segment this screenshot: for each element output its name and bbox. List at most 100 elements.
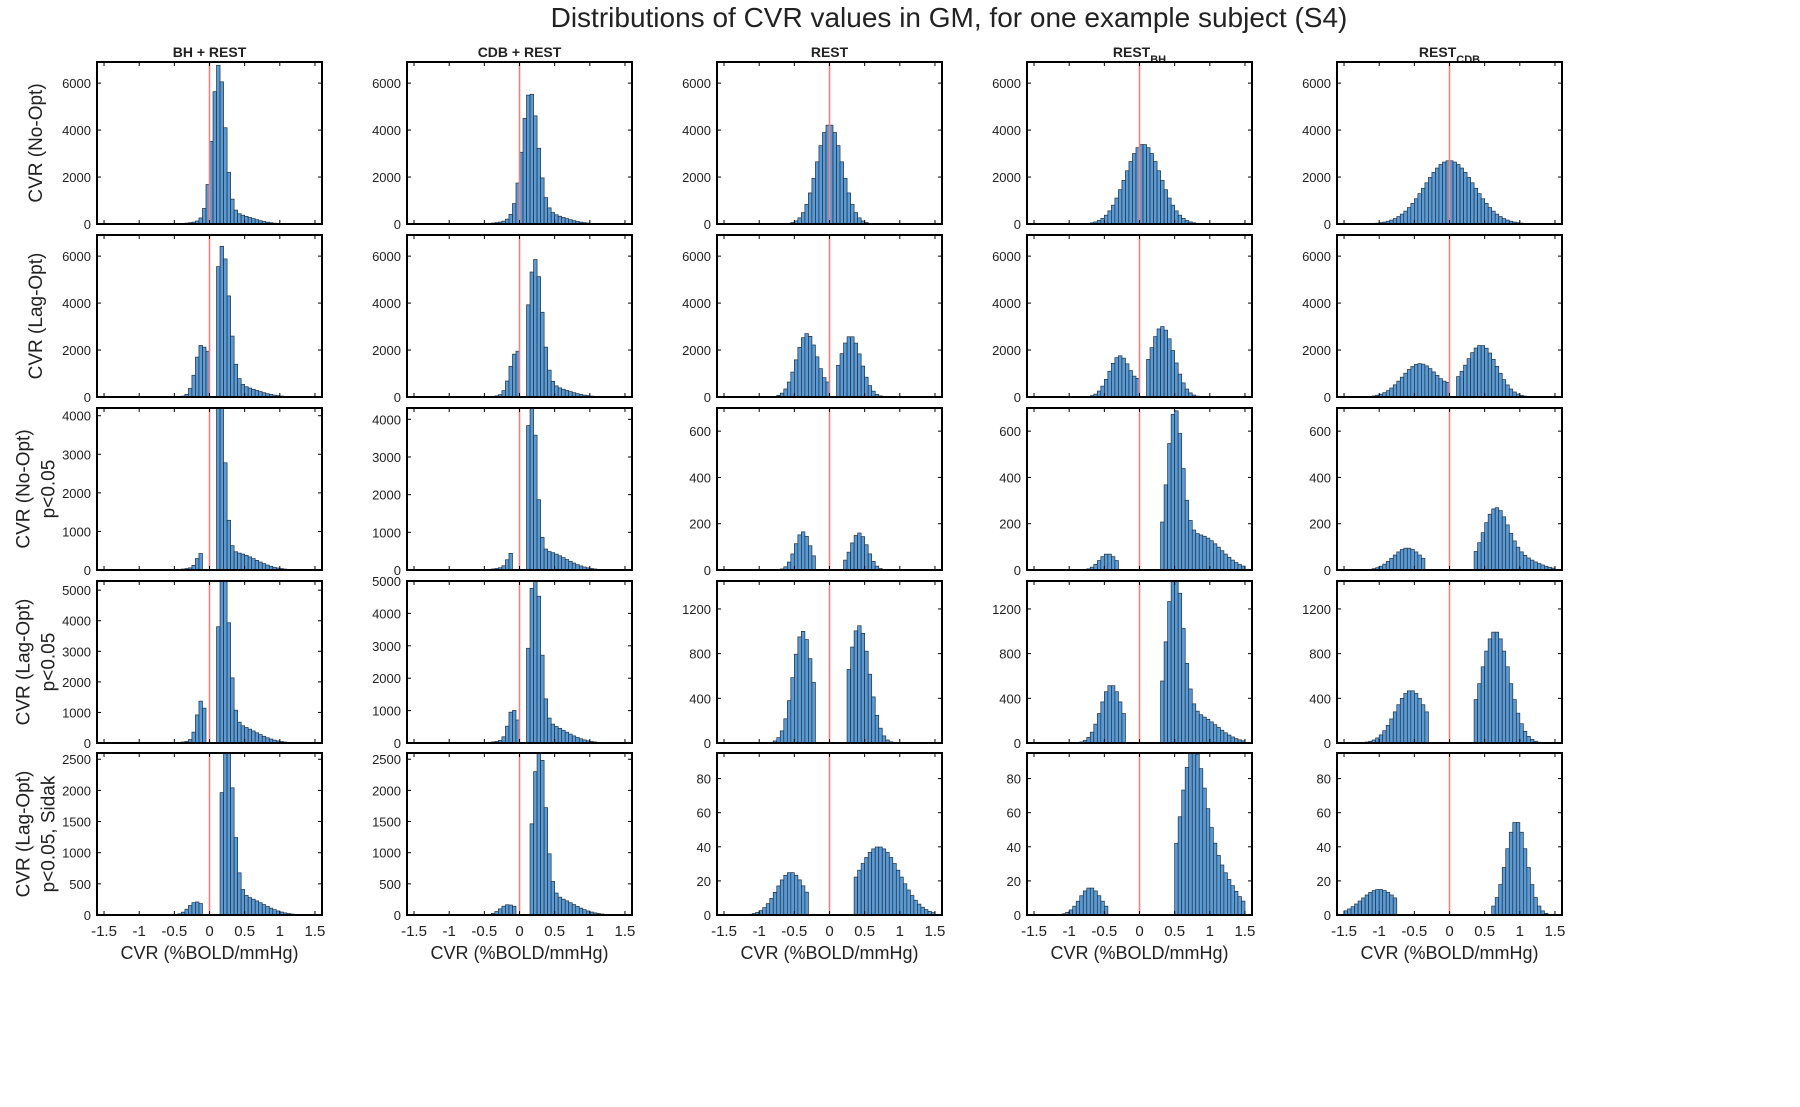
histogram-bar	[1442, 161, 1447, 225]
histogram-bar	[1195, 533, 1200, 571]
histogram-bar	[867, 673, 873, 744]
histogram-bar	[251, 558, 256, 571]
histogram-bar	[251, 388, 256, 398]
x-axis-label: CVR (%BOLD/mmHg)	[740, 943, 918, 963]
histogram-bar	[1142, 144, 1147, 225]
histogram-bar	[1515, 546, 1521, 571]
histogram-bar	[505, 559, 510, 571]
histogram-bar	[1477, 193, 1482, 225]
histogram-bar	[1498, 216, 1503, 225]
histogram-bar	[839, 161, 844, 225]
y-tick-label: 5000	[372, 574, 401, 589]
histogram-bar	[1406, 690, 1412, 744]
x-tick-label: -1.5	[1021, 923, 1047, 940]
histogram-bar	[1096, 895, 1102, 916]
y-tick-label: 2000	[1302, 343, 1331, 358]
histogram-bar	[1487, 638, 1493, 744]
y-tick-label: 0	[1324, 908, 1331, 923]
histogram-bar	[1491, 631, 1496, 744]
histogram-bar	[1480, 666, 1486, 744]
x-tick-label: 0	[825, 923, 833, 940]
y-tick-label: 2000	[372, 170, 401, 185]
x-axis-label: CVR (%BOLD/mmHg)	[1050, 943, 1228, 963]
histogram-bar	[1093, 723, 1098, 744]
histogram-bar	[885, 852, 890, 916]
histogram-bar	[1505, 524, 1510, 571]
x-tick-label: 1	[896, 923, 904, 940]
y-tick-label: 1000	[372, 846, 401, 861]
histogram-bar	[1452, 161, 1457, 225]
histogram-bar	[1118, 701, 1123, 744]
histogram-bar	[202, 208, 207, 225]
histogram-bar	[1100, 701, 1105, 744]
histogram-bar	[1403, 210, 1408, 225]
y-tick-label: 4000	[682, 123, 711, 138]
histogram-bar	[568, 561, 573, 571]
histogram-panel: 0 2000 4000 6000	[1302, 234, 1563, 405]
histogram-bar	[1385, 725, 1391, 744]
histogram-bar	[526, 647, 531, 744]
histogram-bar	[1396, 216, 1401, 225]
histogram-bar	[1167, 338, 1172, 398]
histogram-bar	[212, 91, 217, 225]
histogram-bar	[790, 872, 795, 916]
histogram-bar	[522, 118, 527, 225]
histogram-bar	[1354, 903, 1359, 916]
row-label-line: CVR (Lag-Opt)	[14, 599, 35, 726]
histogram-bar	[1202, 716, 1207, 744]
histogram-bar	[557, 896, 563, 916]
histogram-bar	[237, 872, 242, 916]
histogram-panel: -1.5 -1 -0.5 0 0.5 1 1.5 0 20 40 60 80 CVR (%BOLD/mm…	[1007, 752, 1255, 963]
histogram-panel: 0 400 800 1200	[992, 580, 1253, 751]
histogram-bar	[1212, 842, 1218, 916]
y-tick-label: 2000	[372, 343, 401, 358]
histogram-bar	[1396, 704, 1401, 744]
y-tick-label: 0	[1324, 217, 1331, 232]
histogram-bar	[1118, 355, 1123, 398]
histogram-bar	[233, 551, 238, 571]
row-label: CVR (Lag-Opt) p<0.05	[14, 599, 60, 726]
y-tick-label: 2000	[992, 170, 1021, 185]
histogram-bar	[1177, 433, 1183, 571]
histogram-grid: BH + REST CDB + REST REST RESTBH RESTCDBCVR …	[14, 44, 1566, 963]
histogram-bar	[244, 386, 249, 398]
histogram-bar	[1107, 370, 1112, 398]
histogram-bar	[1413, 364, 1419, 398]
histogram-bar	[1375, 889, 1380, 916]
histogram-bar	[1480, 345, 1486, 398]
histogram-bar	[1082, 890, 1088, 916]
x-tick-label: 0	[1135, 923, 1143, 940]
histogram-bar	[818, 145, 823, 225]
histogram-bar	[1103, 905, 1109, 916]
histogram-bar	[920, 906, 925, 916]
histogram-bar	[850, 646, 855, 744]
histogram-bar	[1156, 328, 1161, 398]
histogram-bar	[832, 132, 837, 225]
y-tick-label: 1000	[62, 524, 91, 539]
histogram-bar	[888, 857, 894, 916]
histogram-bar	[874, 714, 880, 744]
histogram-bar	[244, 215, 249, 225]
histogram-bar	[216, 626, 221, 744]
histogram-bar	[1111, 685, 1116, 744]
histogram-bar	[906, 889, 911, 916]
histogram-bar	[1505, 848, 1510, 916]
histogram-panel: -1.5 -1 -0.5 0 0.5 1 1.5 0 500 1000 1500 2000 2500 CV…	[372, 752, 635, 963]
histogram-bar	[1220, 729, 1225, 744]
x-axis-label: CVR (%BOLD/mmHg)	[1360, 943, 1538, 963]
row-label-line: CVR (Lag-Opt)	[26, 253, 47, 380]
histogram-bar	[1220, 864, 1225, 916]
histogram-bar	[247, 728, 253, 744]
histogram-bar	[786, 561, 792, 571]
histogram-bar	[216, 64, 221, 225]
histogram-bar	[1191, 529, 1197, 571]
histogram-bar	[1494, 631, 1500, 744]
y-tick-label: 20	[1317, 874, 1331, 889]
y-tick-label: 4000	[62, 123, 91, 138]
histogram-bar	[1494, 366, 1500, 398]
row-label: CVR (No-Opt) p<0.05	[14, 429, 60, 548]
histogram-bar	[1491, 508, 1496, 571]
y-tick-label: 1500	[372, 815, 401, 830]
histogram-bar	[1195, 710, 1200, 744]
histogram-bar	[860, 863, 866, 916]
